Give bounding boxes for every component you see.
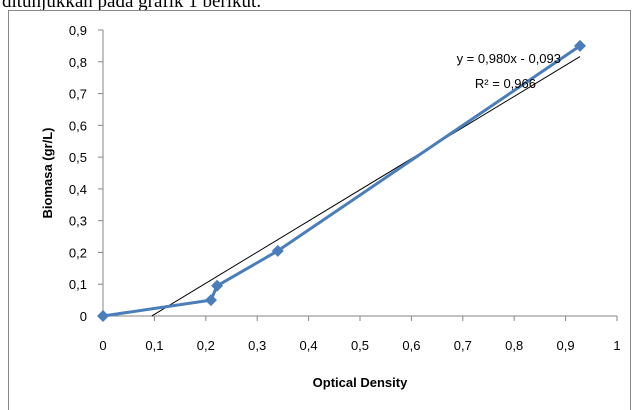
y-tick-label: 0 (80, 309, 87, 324)
y-tick-label: 0,6 (69, 118, 87, 133)
data-point (97, 310, 109, 322)
y-tick-label: 0,9 (69, 23, 87, 38)
x-tick-label: 0,5 (351, 338, 369, 353)
y-tick-label: 0,5 (69, 150, 87, 165)
chart-frame (8, 10, 631, 410)
y-tick-label: 0,1 (69, 277, 87, 292)
trendline (151, 56, 581, 317)
caption-text: ditunjukkan pada grafik 1 berikut. (2, 0, 262, 11)
x-tick-label: 1 (613, 338, 620, 353)
x-tick-label: 0,9 (557, 338, 575, 353)
y-axis-ticks: 0 0,1 0,2 0,3 0,4 0,5 0,6 0,7 0,8 0,9 (69, 23, 103, 324)
y-axis-title: Biomasa (gr/L) (40, 127, 55, 218)
x-tick-label: 0,8 (505, 338, 523, 353)
trendline-equation: y = 0,980x - 0,093 (457, 51, 561, 66)
r-squared-label: R² = 0,966 (475, 76, 536, 91)
x-tick-label: 0,7 (454, 338, 472, 353)
x-axis-ticks: 0 0,1 0,2 0,3 0,4 0,5 0,6 0,7 0,8 0,9 1 (99, 316, 621, 353)
data-markers (97, 39, 586, 322)
data-point (211, 279, 224, 292)
y-tick-label: 0,8 (69, 55, 87, 70)
y-tick-label: 0,3 (69, 214, 87, 229)
data-point (271, 244, 284, 257)
x-tick-label: 0,4 (300, 338, 318, 353)
data-point (204, 294, 217, 307)
data-point (573, 39, 586, 52)
x-tick-label: 0,2 (197, 338, 215, 353)
y-tick-label: 0,4 (69, 182, 87, 197)
x-axis-title: Optical Density (313, 375, 408, 390)
x-tick-label: 0,6 (402, 338, 420, 353)
x-tick-label: 0 (99, 338, 106, 353)
y-tick-label: 0,7 (69, 87, 87, 102)
y-tick-label: 0,2 (69, 245, 87, 260)
x-tick-label: 0,3 (248, 338, 266, 353)
x-tick-label: 0,1 (145, 338, 163, 353)
